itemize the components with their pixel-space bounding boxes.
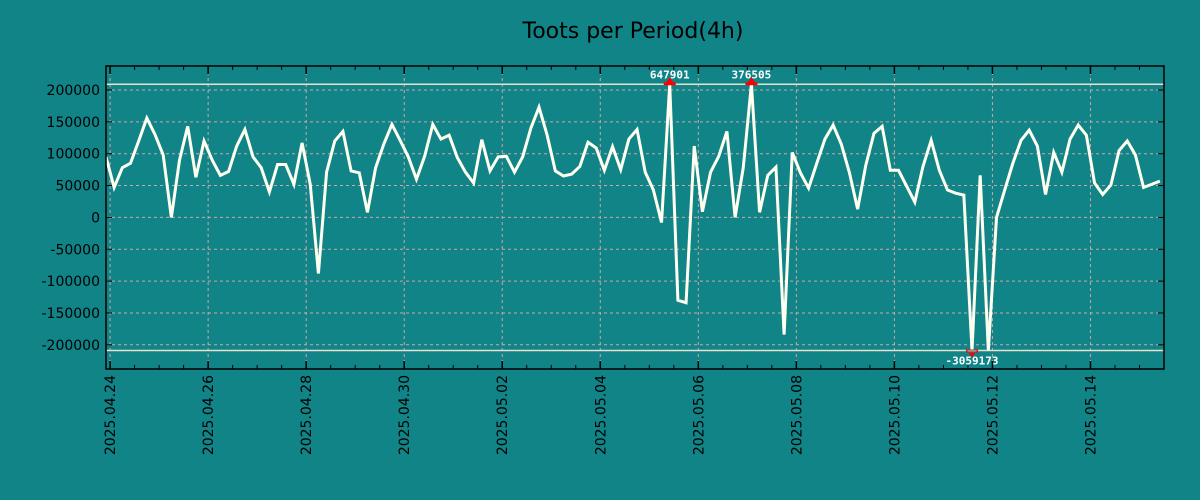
x-tick-label: 2025.05.08: [789, 375, 805, 455]
y-tick-label: -200000: [42, 338, 101, 354]
axes: -200000 -150000 -100000 -50000 0 50000 100000 1…: [42, 66, 1165, 455]
annotation-label: 647901: [650, 68, 690, 81]
x-tick-label: 2025.04.26: [201, 375, 217, 455]
y-tick-label: 50000: [55, 179, 100, 195]
y-tick-label: 150000: [47, 115, 100, 131]
x-tick-label: 2025.05.04: [593, 375, 609, 455]
series-line: [106, 84, 1161, 351]
x-tick-label: 2025.05.10: [887, 375, 903, 455]
grid: [106, 66, 1164, 369]
markers: 647901 376505 -3059173: [650, 68, 999, 367]
x-tick-label: 2025.04.30: [397, 375, 413, 455]
x-tick-label: 2025.05.02: [495, 375, 511, 455]
y-tick-label: 200000: [47, 83, 100, 99]
chart-title: Toots per Period(4h): [522, 19, 744, 44]
annotation-label: -3059173: [946, 355, 999, 368]
x-tick-label: 2025.05.06: [691, 375, 707, 455]
y-tick-label: -50000: [50, 242, 100, 258]
annotation-label: 376505: [732, 68, 772, 81]
y-tick-label: -100000: [42, 274, 101, 290]
x-tick-label: 2025.05.14: [1083, 375, 1099, 455]
y-tick-label: 0: [91, 210, 100, 226]
x-tick-label: 2025.04.28: [299, 375, 315, 455]
x-tick-label: 2025.05.12: [985, 375, 1001, 455]
y-tick-label: 100000: [47, 147, 100, 163]
x-tick-label: 2025.04.24: [103, 375, 119, 455]
clip-marker-up: [663, 77, 676, 86]
clip-marker-down: [966, 349, 979, 358]
clip-marker-up: [745, 77, 758, 86]
y-tick-label: -150000: [42, 306, 101, 322]
series: [106, 84, 1161, 351]
